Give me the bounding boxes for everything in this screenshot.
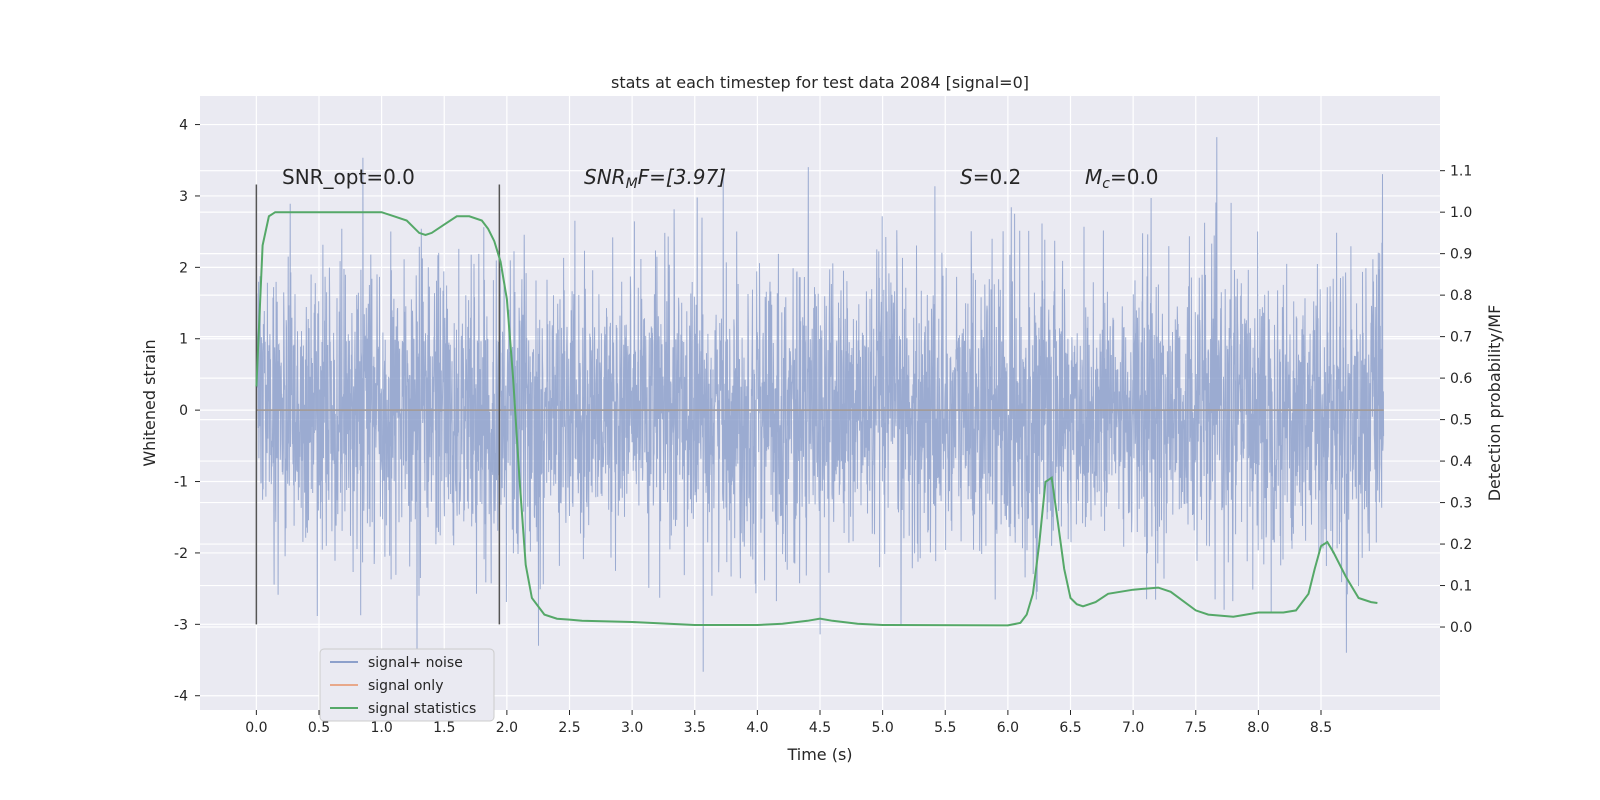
legend-label-signal-plus-noise: signal+ noise <box>368 655 463 671</box>
y-right-tick-label: 1.1 <box>1450 164 1472 180</box>
y-right-tick-label: 0.2 <box>1450 537 1472 553</box>
x-tick-label: 1.5 <box>433 720 455 736</box>
y-axis-title: Whitened strain <box>140 339 159 466</box>
x-tick-label: 2.0 <box>496 720 518 736</box>
signal-statistics-line <box>255 211 1378 627</box>
x-tick-label: 0.5 <box>308 720 330 736</box>
y-tick-label: 4 <box>179 118 188 134</box>
y-tick-label: -3 <box>174 617 188 633</box>
y-tick-label: 0 <box>179 403 188 419</box>
y-right-axis-ticks: 1.1 1.0 0.9 0.8 0.7 0.6 0.5 0.4 0.3 0.2 0.1 0.0 <box>1440 164 1472 636</box>
x-tick-label: 4.0 <box>746 720 768 736</box>
x-tick-label: 4.5 <box>809 720 831 736</box>
x-tick-label: 8.5 <box>1310 720 1332 736</box>
annotation-mc: Mc=0.0 <box>1085 165 1159 192</box>
y-right-tick-label: 0.7 <box>1450 330 1472 346</box>
y-right-axis-title: Detection probability/MF <box>1485 305 1504 502</box>
y-right-tick-label: 1.0 <box>1450 205 1472 221</box>
signal-plus-noise-line <box>255 137 1385 675</box>
x-tick-label: 6.5 <box>1059 720 1081 736</box>
x-tick-label: 8.0 <box>1247 720 1269 736</box>
y-right-tick-label: 0.6 <box>1450 371 1472 387</box>
signal-statistics-series <box>255 211 1378 627</box>
y-tick-label: 3 <box>179 189 188 205</box>
x-tick-label: 6.0 <box>997 720 1019 736</box>
y-right-tick-label: 0.4 <box>1450 454 1472 470</box>
y-axis-ticks: 4 3 2 1 0 -1 -2 -3 -4 <box>174 118 200 705</box>
x-tick-label: 3.0 <box>621 720 643 736</box>
x-tick-label: 0.0 <box>245 720 267 736</box>
x-tick-label: 3.5 <box>684 720 706 736</box>
x-axis-title: Time (s) <box>786 745 852 764</box>
legend-label-signal-only: signal only <box>368 678 443 694</box>
y-right-tick-label: 0.0 <box>1450 620 1472 636</box>
annotation-snr-mf: SNRMF=[3.97] <box>584 165 726 192</box>
y-tick-label: -4 <box>174 689 188 705</box>
x-tick-label: 5.5 <box>934 720 956 736</box>
y-tick-label: -2 <box>174 546 188 562</box>
legend: signal+ noise signal only signal statist… <box>319 648 495 722</box>
chart-title: stats at each timestep for test data 208… <box>611 73 1029 92</box>
annotation-snr-opt: SNR_opt=0.0 <box>282 165 415 189</box>
y-right-tick-label: 0.9 <box>1450 247 1472 263</box>
legend-label-signal-statistics: signal statistics <box>368 701 476 717</box>
y-tick-label: 2 <box>179 260 188 276</box>
legend-box <box>319 648 495 722</box>
x-tick-label: 1.0 <box>370 720 392 736</box>
x-tick-label: 7.0 <box>1122 720 1144 736</box>
y-right-tick-label: 0.1 <box>1450 579 1472 595</box>
x-tick-label: 2.5 <box>558 720 580 736</box>
y-tick-label: 1 <box>179 332 188 348</box>
signal-plus-noise-series <box>255 137 1385 675</box>
x-tick-label: 5.0 <box>871 720 893 736</box>
x-tick-label: 7.5 <box>1185 720 1207 736</box>
x-axis-ticks: 0.0 0.5 1.0 1.5 2.0 2.5 3.0 3.5 4.0 4.5 5.0 5.5 6.0 6… <box>245 710 1332 736</box>
y-right-tick-label: 0.3 <box>1450 496 1472 512</box>
y-tick-label: -1 <box>174 475 188 491</box>
y-right-tick-label: 0.5 <box>1450 413 1472 429</box>
annotation-s: S=0.2 <box>960 165 1021 189</box>
y-right-tick-label: 0.8 <box>1450 288 1472 304</box>
